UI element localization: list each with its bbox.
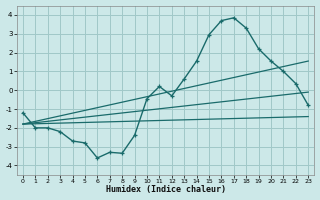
X-axis label: Humidex (Indice chaleur): Humidex (Indice chaleur) [106, 185, 226, 194]
